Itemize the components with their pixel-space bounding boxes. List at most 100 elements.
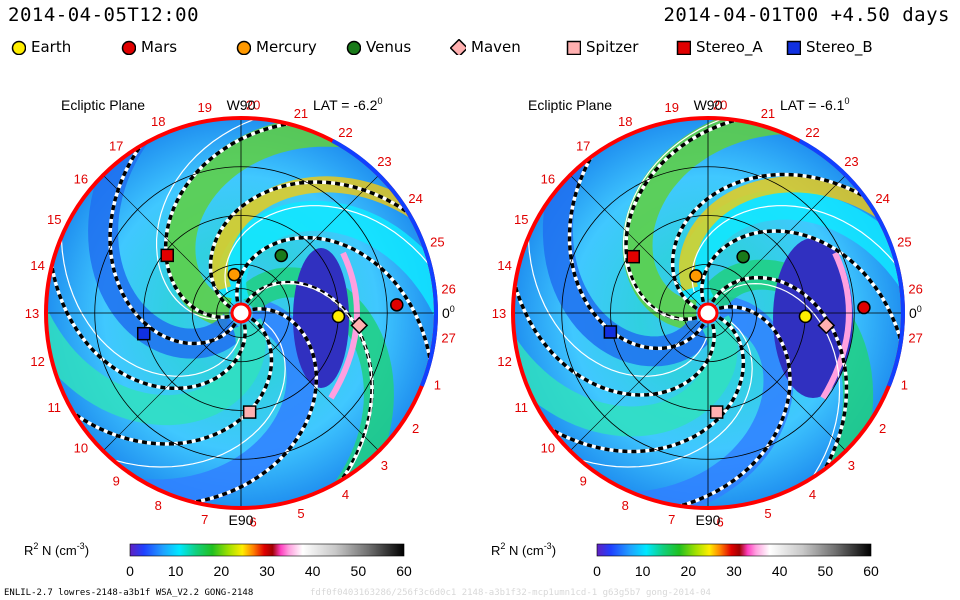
legend-item-spitzer: Spitzer — [565, 38, 638, 56]
rim-polarity-negative — [331, 139, 438, 387]
legend-label: Maven — [471, 38, 521, 56]
body-earth — [331, 309, 346, 324]
plane-title: Ecliptic Plane — [528, 97, 612, 113]
carrington-label: 9 — [113, 474, 120, 489]
carrington-label: 21 — [294, 106, 308, 121]
colorbar-tick: 10 — [635, 563, 651, 579]
carrington-label: 1 — [434, 377, 441, 392]
colorbar-label: R2 N (cm-3) — [491, 541, 556, 558]
body-spitzer — [709, 405, 724, 419]
carrington-label: 26 — [441, 282, 455, 297]
colorbar-tick: 20 — [681, 563, 697, 579]
legend-label: Spitzer — [586, 38, 639, 56]
plane-title: Ecliptic Plane — [61, 97, 145, 113]
colorbar-tick: 60 — [396, 563, 412, 579]
carrington-label: 12 — [30, 354, 44, 369]
carrington-label: 27 — [441, 330, 455, 345]
carrington-label: 25 — [430, 235, 444, 250]
field-line — [513, 173, 716, 397]
e90-label: E90 — [229, 512, 254, 528]
cme-cavity — [293, 248, 349, 388]
carrington-label: 19 — [197, 100, 211, 115]
carrington-label: 13 — [25, 306, 39, 321]
carrington-label: 4 — [342, 487, 349, 502]
legend-item-earth: Earth — [10, 38, 71, 56]
left-timestamp: 2014-04-05T12:00 — [8, 4, 200, 26]
carrington-label: 9 — [580, 474, 587, 489]
carrington-label: 25 — [897, 235, 911, 250]
carrington-label: 7 — [668, 512, 675, 527]
carrington-label: 8 — [155, 498, 162, 513]
body-earth — [798, 309, 813, 324]
legend-label: Stereo_B — [806, 38, 873, 56]
legend-label: Mars — [141, 38, 178, 56]
colorbar-tick: 0 — [126, 563, 134, 579]
field-line — [700, 229, 903, 453]
contour-line — [156, 118, 346, 320]
carrington-label: 10 — [74, 440, 88, 455]
field-line — [624, 118, 848, 321]
latitude-label: LAT = -6.20 — [313, 96, 382, 113]
carrington-label: 8 — [622, 498, 629, 513]
carrington-label: 17 — [576, 138, 590, 153]
body-mars — [857, 300, 871, 315]
legend-item-mars: Mars — [120, 38, 177, 56]
colorbar-tick: 40 — [305, 563, 321, 579]
body-stereo_a — [626, 249, 640, 264]
body-maven — [817, 316, 836, 335]
body-venus — [736, 250, 750, 264]
carrington-label: 7 — [201, 512, 208, 527]
carrington-label: 21 — [761, 106, 775, 121]
carrington-label: 11 — [47, 400, 61, 415]
colorbar — [129, 543, 405, 557]
cme-front — [820, 251, 852, 400]
e90-label: E90 — [696, 512, 721, 528]
carrington-label: 13 — [492, 306, 506, 321]
legend-item-stereo_a: Stereo_A — [675, 38, 763, 56]
carrington-label: 2 — [879, 421, 886, 436]
w90-label: W90 — [694, 97, 723, 113]
panel-1: 19 20212223242526271234567891011121314151… — [24, 96, 456, 579]
carrington-label: 5 — [764, 506, 771, 521]
carrington-label: 27 — [908, 330, 922, 345]
carrington-label: 23 — [377, 154, 391, 169]
footer-model-info: ENLIL-2.7 lowres-2148-a3b1f WSA_V2.2 GON… — [4, 588, 254, 598]
colorbar-tick: 50 — [351, 563, 367, 579]
carrington-label: 6 — [250, 515, 257, 530]
body-stereo_b — [136, 326, 151, 341]
legend-label: Stereo_A — [696, 38, 763, 56]
carrington-label: 20 — [246, 97, 260, 112]
legend-item-maven: Maven — [450, 38, 521, 56]
colorbar-tick: 30 — [726, 563, 742, 579]
right-timestamp: 2014-04-01T00 +4.50 days — [663, 4, 950, 26]
carrington-label: 16 — [74, 172, 88, 187]
carrington-label: 6 — [717, 515, 724, 530]
carrington-label: 11 — [514, 400, 528, 415]
cme-cavity — [773, 238, 853, 398]
body-mercury — [227, 267, 241, 282]
carrington-label: 15 — [47, 212, 61, 227]
colorbar-tick: 40 — [772, 563, 788, 579]
carrington-label: 2 — [412, 421, 419, 436]
carrington-label: 18 — [618, 114, 632, 129]
carrington-label: 19 — [664, 100, 678, 115]
colorbar-tick: 0 — [593, 563, 601, 579]
footer-run-id: fdf0f0403163286/256f3c6d0c1 2148-a3b1f32… — [310, 588, 711, 598]
sun-marker — [230, 302, 252, 324]
body-mars — [390, 298, 404, 312]
body-maven — [350, 316, 369, 335]
carrington-label: 3 — [848, 458, 855, 473]
legend-item-venus: Venus — [345, 38, 411, 56]
legend: Earth Mars Mercury Venus Maven Spitzer Stereo_… — [10, 38, 950, 58]
density-band — [46, 240, 266, 426]
carrington-label: 23 — [844, 154, 858, 169]
legend-marker-venus — [346, 40, 361, 55]
carrington-label: 24 — [408, 191, 422, 206]
carrington-label: 3 — [381, 458, 388, 473]
body-spitzer — [242, 405, 257, 419]
colorbar-tick: 20 — [214, 563, 230, 579]
carrington-label: 16 — [541, 172, 555, 187]
colorbar-label: R2 N (cm-3) — [24, 541, 89, 558]
carrington-label: 12 — [497, 354, 511, 369]
